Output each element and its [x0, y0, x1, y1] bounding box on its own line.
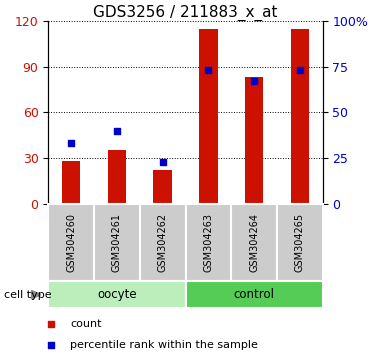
Polygon shape: [32, 290, 41, 299]
Text: GSM304265: GSM304265: [295, 213, 305, 272]
Text: oocyte: oocyte: [97, 288, 137, 301]
Bar: [291, 29, 309, 204]
Bar: [108, 150, 126, 204]
Point: [207, 245, 213, 250]
Bar: [48, 281, 186, 308]
Text: count: count: [70, 319, 102, 329]
Point: [206, 68, 211, 73]
Text: control: control: [234, 288, 275, 301]
Text: GSM304263: GSM304263: [203, 213, 213, 272]
Bar: [140, 204, 186, 281]
Bar: [94, 204, 140, 281]
Bar: [186, 204, 231, 281]
Text: GSM304264: GSM304264: [249, 213, 259, 272]
Bar: [154, 170, 172, 204]
Point: [68, 141, 74, 146]
Point: [114, 128, 120, 133]
Bar: [245, 78, 263, 204]
Text: percentile rank within the sample: percentile rank within the sample: [70, 340, 258, 350]
Text: cell type: cell type: [4, 290, 51, 300]
Point: [160, 159, 165, 165]
Bar: [62, 161, 80, 204]
Bar: [199, 29, 217, 204]
Bar: [48, 204, 94, 281]
Text: GSM304261: GSM304261: [112, 213, 122, 272]
Point: [297, 68, 303, 73]
Bar: [186, 281, 323, 308]
Text: GSM304262: GSM304262: [158, 213, 168, 272]
Title: GDS3256 / 211883_x_at: GDS3256 / 211883_x_at: [93, 5, 278, 21]
Bar: [277, 204, 323, 281]
Text: GSM304260: GSM304260: [66, 213, 76, 272]
Point: [207, 56, 213, 62]
Bar: [231, 204, 277, 281]
Point: [251, 79, 257, 84]
